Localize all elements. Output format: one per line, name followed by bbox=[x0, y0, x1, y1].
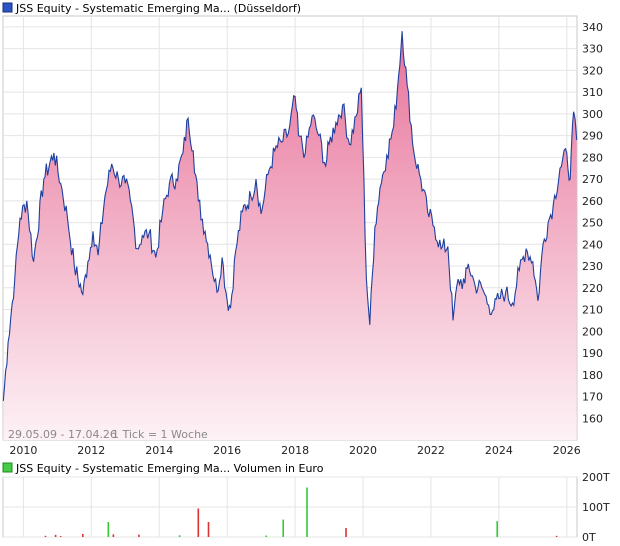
tick-info-label: 1 Tick = 1 Woche bbox=[112, 428, 208, 441]
volume-bar bbox=[59, 536, 62, 537]
price-y-tick-label: 260 bbox=[582, 195, 603, 208]
volume-grid bbox=[3, 476, 577, 538]
price-y-tick-label: 330 bbox=[582, 43, 603, 56]
price-y-tick-label: 190 bbox=[582, 347, 603, 360]
price-y-tick-label: 160 bbox=[582, 412, 603, 425]
price-y-tick-label: 180 bbox=[582, 369, 603, 382]
price-y-tick-label: 230 bbox=[582, 260, 603, 273]
volume-bar bbox=[112, 534, 115, 537]
price-y-tick-label: 310 bbox=[582, 86, 603, 99]
price-x-tick-label: 2018 bbox=[281, 444, 309, 457]
volume-y-tick-label: 100T bbox=[582, 501, 610, 514]
price-chart-title: JSS Equity - Systematic Emerging Ma... (… bbox=[15, 2, 301, 15]
price-x-tick-label: 2020 bbox=[349, 444, 377, 457]
price-x-tick-label: 2024 bbox=[485, 444, 513, 457]
volume-y-axis: 0T 100T 200T bbox=[582, 471, 610, 544]
price-x-tick-label: 2014 bbox=[145, 444, 173, 457]
volume-bars bbox=[44, 487, 558, 537]
price-y-tick-label: 210 bbox=[582, 304, 603, 317]
volume-bar bbox=[282, 519, 284, 537]
price-x-tick-label: 2026 bbox=[553, 444, 581, 457]
price-x-tick-label: 2010 bbox=[9, 444, 37, 457]
price-y-tick-label: 270 bbox=[582, 173, 603, 186]
volume-bar bbox=[82, 534, 84, 537]
price-y-tick-label: 170 bbox=[582, 391, 603, 404]
price-y-tick-label: 290 bbox=[582, 130, 603, 143]
price-y-tick-label: 320 bbox=[582, 64, 603, 77]
volume-bar bbox=[107, 522, 110, 537]
price-y-tick-label: 250 bbox=[582, 217, 603, 230]
volume-bar bbox=[138, 534, 140, 537]
price-x-tick-label: 2022 bbox=[417, 444, 445, 457]
price-series-line bbox=[2, 31, 578, 401]
volume-bar bbox=[44, 535, 47, 537]
volume-bar bbox=[555, 535, 558, 537]
volume-bar bbox=[178, 535, 181, 537]
price-y-tick-label: 300 bbox=[582, 108, 603, 121]
volume-chart-title: JSS Equity - Systematic Emerging Ma... V… bbox=[15, 462, 324, 475]
volume-bar bbox=[306, 487, 308, 537]
volume-bar bbox=[265, 535, 267, 537]
price-legend-box bbox=[2, 2, 13, 13]
price-y-tick-label: 220 bbox=[582, 282, 603, 295]
price-x-tick-label: 2012 bbox=[77, 444, 105, 457]
volume-bar bbox=[496, 521, 498, 537]
volume-bar bbox=[197, 508, 200, 537]
price-y-tick-label: 340 bbox=[582, 21, 603, 34]
price-x-axis: 2010 2012 2014 2016 2018 2020 2022 2024 2026 bbox=[9, 444, 580, 457]
price-y-tick-label: 240 bbox=[582, 238, 603, 251]
price-y-axis: 160 170 180 190 200 210 220 230 240 250 260 270 280 2… bbox=[582, 21, 603, 425]
price-area-fill bbox=[3, 31, 577, 440]
volume-bar bbox=[54, 534, 57, 537]
volume-bar bbox=[207, 522, 210, 537]
volume-y-tick-label: 0T bbox=[582, 531, 596, 544]
price-x-tick-label: 2016 bbox=[213, 444, 241, 457]
volume-legend-box bbox=[2, 462, 13, 473]
price-y-tick-label: 280 bbox=[582, 151, 603, 164]
volume-bar bbox=[345, 528, 347, 537]
price-y-tick-label: 200 bbox=[582, 325, 603, 338]
date-range-label: 29.05.09 - 17.04.26 bbox=[8, 428, 117, 441]
volume-y-tick-label: 200T bbox=[582, 471, 610, 484]
